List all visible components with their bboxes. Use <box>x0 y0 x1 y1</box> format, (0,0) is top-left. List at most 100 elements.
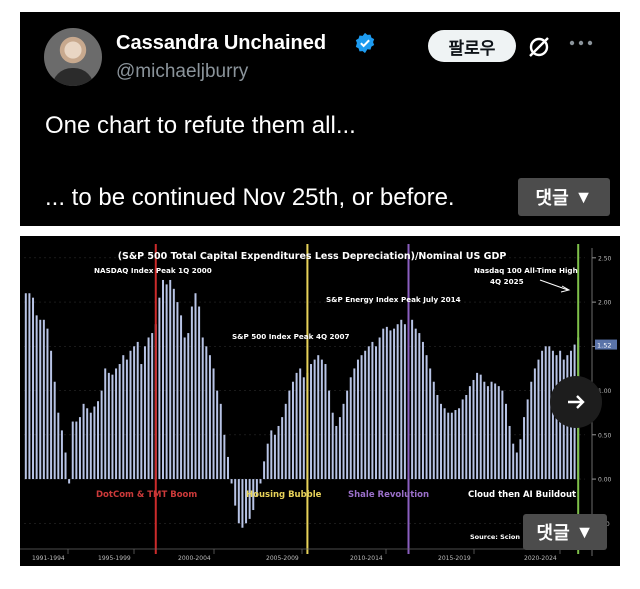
arrow-right-icon <box>568 395 585 409</box>
x-tick-label: 2010-2014 <box>350 555 383 562</box>
chart-bar <box>64 452 67 480</box>
chart-bar <box>519 439 522 480</box>
chart-bar <box>418 333 421 480</box>
last-value-label: 1.52 <box>597 342 611 350</box>
chart-bar <box>212 368 215 480</box>
chart-bar <box>548 346 551 480</box>
chart-annotation: 4Q 2025 <box>490 277 524 286</box>
grok-icon[interactable] <box>526 34 552 60</box>
chart-bar <box>497 386 500 480</box>
chart-bar <box>364 350 367 480</box>
chart-bar <box>32 297 35 480</box>
annotation-arrowhead <box>560 285 571 293</box>
chart-bar <box>241 479 244 528</box>
chart-bar <box>382 328 385 480</box>
annotation-arrow <box>539 279 569 291</box>
chart-bar <box>115 368 118 480</box>
chart-labels: (S&P 500 Total Capital Expenditures Less… <box>94 251 578 541</box>
follow-button[interactable]: 팔로우 <box>428 30 516 62</box>
x-tick-label: 2005-2009 <box>266 555 299 562</box>
chart-bar <box>111 374 114 480</box>
display-name[interactable]: Cassandra Unchained <box>116 32 327 54</box>
comment-button[interactable]: 댓글 ▼ <box>518 178 610 216</box>
y-tick-label: 0.00 <box>598 477 612 484</box>
chart-bar <box>180 315 183 480</box>
chart-bar <box>46 328 49 480</box>
chart-bar <box>360 355 363 480</box>
chart-bar <box>371 341 374 480</box>
chart-bar <box>479 374 482 480</box>
chart-bar <box>187 333 190 480</box>
chart-bar <box>389 330 392 480</box>
chart-bar <box>393 328 396 480</box>
chart-bar <box>504 403 507 480</box>
chart-bar <box>263 461 266 480</box>
chart-image[interactable]: (S&P 500 Total Capital Expenditures Less… <box>20 236 620 566</box>
chart-bar <box>530 381 533 480</box>
chart-bar <box>86 408 89 480</box>
x-tick-label: 1995-1999 <box>98 555 131 562</box>
chart-bar <box>259 479 262 484</box>
chart-bar <box>252 479 255 511</box>
chart-bar <box>537 359 540 480</box>
chart-bar <box>176 302 179 480</box>
chart-bar <box>476 372 479 480</box>
chart-bar <box>50 350 53 480</box>
more-options-icon[interactable] <box>568 38 594 48</box>
chart-source: Source: Scion <box>470 533 520 541</box>
chart-bar <box>57 412 60 480</box>
capex-chart: (S&P 500 Total Capital Expenditures Less… <box>20 244 617 562</box>
chart-bar <box>53 381 56 480</box>
chart-bar <box>158 297 161 480</box>
chart-bar <box>288 390 291 480</box>
chart-bar <box>248 479 251 519</box>
chart-bar <box>310 364 313 480</box>
chart-bar <box>450 412 453 480</box>
chart-bar <box>508 425 511 480</box>
y-tick-label: 0.50 <box>598 432 612 439</box>
chart-bar <box>541 350 544 480</box>
comment-button-overlay[interactable]: 댓글 ▼ <box>523 514 607 550</box>
chart-bar <box>42 319 45 480</box>
chart-bar <box>35 315 38 480</box>
chart-bar <box>129 350 132 480</box>
chart-bar <box>93 406 96 480</box>
y-tick-label: 1.00 <box>598 388 612 395</box>
chart-bar <box>454 410 457 480</box>
chart-bar <box>201 337 204 480</box>
chart-period-label: Housing Bubble <box>246 490 322 500</box>
chart-bar <box>255 479 258 497</box>
chart-bar <box>447 412 450 480</box>
chart-bar <box>223 434 226 480</box>
next-image-button[interactable] <box>550 376 602 428</box>
chart-bar <box>501 390 504 480</box>
chart-bar <box>219 403 222 480</box>
chart-bar <box>183 337 186 480</box>
chart-bar <box>465 395 468 480</box>
chart-bar <box>486 386 489 480</box>
chart-bar <box>494 383 497 480</box>
chart-bar <box>490 381 493 480</box>
chart-bar <box>461 399 464 480</box>
chart-bar <box>208 355 211 480</box>
chart-period-label: Cloud then AI Buildout <box>468 490 576 500</box>
chart-bar <box>349 377 352 480</box>
chart-bar <box>346 390 349 480</box>
chart-bar <box>24 293 27 480</box>
chart-bar <box>400 319 403 480</box>
chart-bar <box>151 333 154 480</box>
chart-bar <box>82 403 85 480</box>
chart-bar <box>125 359 128 480</box>
chart-x-axis: 1991-1994 1995-1999 2000-2004 2005-2009 2010… <box>20 548 592 562</box>
user-handle[interactable]: @michaeljburry <box>116 61 249 82</box>
y-tick-label: 2.00 <box>598 300 612 307</box>
chart-period-label: DotCom & TMT Boom <box>96 490 197 500</box>
chart-bar <box>97 401 100 480</box>
chart-bar <box>544 346 547 480</box>
chart-bar <box>194 293 197 480</box>
chart-bar <box>147 337 150 480</box>
avatar[interactable] <box>44 28 102 86</box>
chart-bar <box>421 341 424 480</box>
chart-bar <box>198 306 201 480</box>
chart-bar <box>100 390 103 480</box>
